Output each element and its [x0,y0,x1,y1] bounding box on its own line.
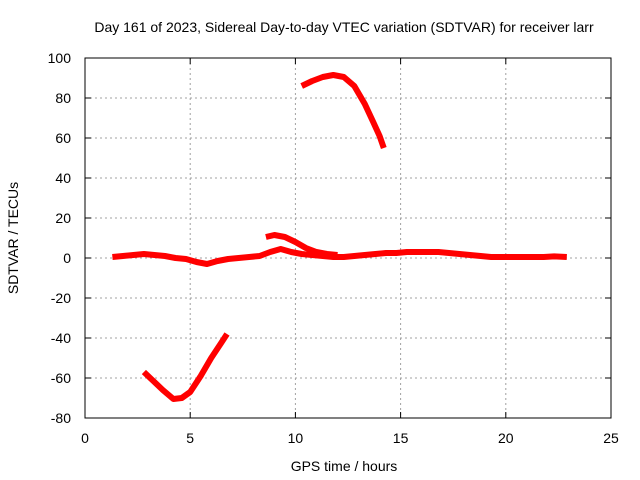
x-tick-label: 15 [393,430,409,446]
series-line-1 [112,246,567,267]
y-tick-label: 60 [55,130,71,146]
series-line-2 [265,232,338,258]
data-series [112,72,567,402]
y-tick-label: 80 [55,90,71,106]
x-axis-title: GPS time / hours [291,458,398,474]
y-tick-label: -80 [51,410,71,426]
x-tick-label: 10 [288,430,304,446]
y-tick-label: -60 [51,370,71,386]
series-line-4 [141,332,230,402]
y-tick-label: 40 [55,170,71,186]
chart-title: Day 161 of 2023, Sidereal Day-to-day VTE… [94,19,594,35]
y-tick-label: 0 [63,250,71,266]
y-tick-label: 100 [48,50,72,66]
axis-ticks: 0 5 10 15 20 25 -80 -60 -40 -20 0 20 40 60 80 100 [48,50,619,446]
y-tick-label: -40 [51,330,71,346]
x-tick-label: 25 [603,430,619,446]
y-tick-label: 20 [55,210,71,226]
series-line-3 [300,72,387,149]
x-tick-label: 5 [186,430,194,446]
x-tick-label: 0 [81,430,89,446]
x-tick-label: 20 [498,430,514,446]
grid [85,58,611,418]
y-tick-label: -20 [51,290,71,306]
y-axis-title: SDTVAR / TECUs [5,182,21,294]
plot-frame [84,57,612,419]
